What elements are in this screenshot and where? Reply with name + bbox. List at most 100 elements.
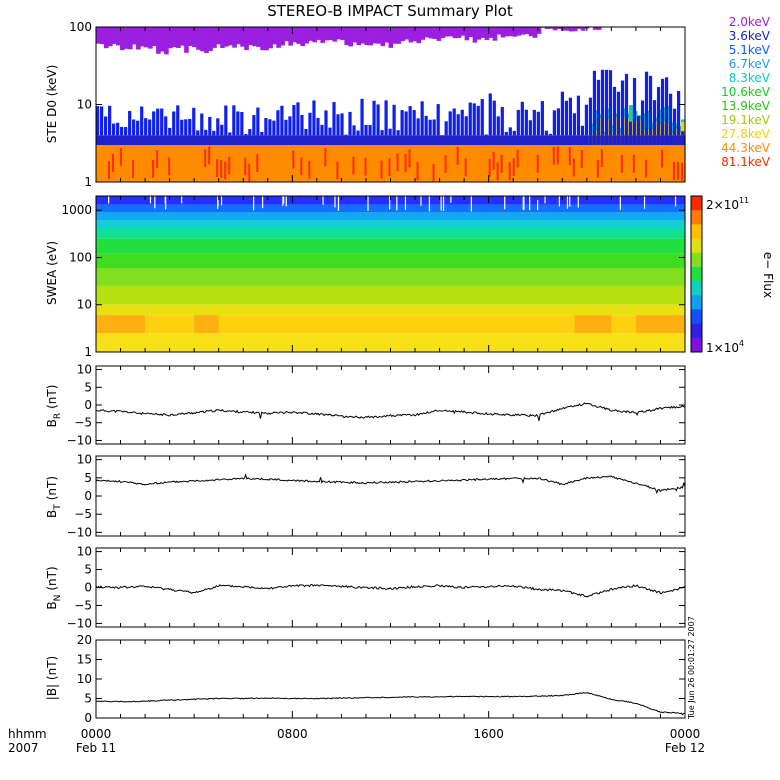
- ste-bar-44keV: [472, 145, 478, 182]
- ste-bar-3keV: [352, 135, 358, 146]
- ste-bar-3keV: [680, 135, 686, 146]
- ste-bar-3keV: [576, 135, 582, 146]
- ste-bar-3keV: [232, 135, 237, 146]
- swea-panel: 1 10 100 1000 SWEA (eV) 2×1011 1×104 e− Flu…: [45, 195, 775, 359]
- ste-bar-5keV: [516, 109, 520, 136]
- ste-bar-2keV: [596, 27, 602, 30]
- legend-entry: 13.9keV: [721, 99, 771, 113]
- ste-bar-3keV: [348, 135, 354, 146]
- y-tick-label: −10: [67, 433, 92, 447]
- swea-gap: [674, 196, 677, 207]
- ste-bar-3keV: [380, 135, 386, 146]
- swea-band: [96, 196, 685, 205]
- ste-bar-5keV: [648, 75, 653, 136]
- bmag-y-axis: 20 15 10 5 0: [77, 633, 685, 725]
- y-tick-label: 10: [77, 363, 92, 377]
- ste-bar-2keV: [112, 27, 117, 44]
- ste-bar-3keV: [656, 135, 662, 146]
- swea-gap: [420, 196, 422, 206]
- bn-y-axis: 10 5 0 −5 −10: [67, 545, 685, 630]
- swea-band: [96, 267, 685, 286]
- ste-bar-3keV: [160, 135, 165, 146]
- ste-bar-44keV: [468, 145, 474, 182]
- time-label: 0800: [277, 727, 308, 741]
- ste-bar-44keV: [412, 145, 418, 182]
- ste-bar-5keV: [344, 134, 348, 136]
- ste-bar-5keV: [576, 95, 581, 136]
- ste-bar-2keV: [240, 27, 245, 47]
- y-tick-label: 0: [84, 398, 92, 412]
- ste-bar-2keV: [312, 27, 317, 43]
- ste-bar-44keV: [588, 145, 594, 182]
- ste-bar-3keV: [668, 135, 674, 146]
- ste-bar-2keV: [544, 27, 550, 29]
- ste-bar-2keV: [428, 27, 434, 39]
- ste-bar-2keV: [400, 27, 406, 41]
- ste-bar-44keV: [240, 145, 245, 182]
- ste-bar-3keV: [100, 135, 105, 146]
- ste-bar-2keV: [248, 27, 253, 46]
- bt-frame: [95, 455, 686, 537]
- ste-bar-5keV: [152, 111, 156, 136]
- ste-bar-2keV: [132, 27, 137, 45]
- ste-bar-2keV: [332, 27, 338, 42]
- colorbar-label: e− Flux: [761, 252, 775, 298]
- ste-spectra: [96, 27, 686, 182]
- colorbar-segment: [691, 210, 702, 225]
- ste-bar-2keV: [536, 27, 542, 34]
- ste-bar-10keV: [628, 105, 634, 122]
- ste-bar-2keV: [224, 27, 229, 47]
- ste-bar-44keV: [232, 145, 237, 182]
- ste-bar-81keV: [300, 157, 303, 176]
- ste-bar-5keV: [212, 130, 216, 136]
- ste-bar-44keV: [416, 145, 422, 182]
- ste-bar-2keV: [188, 27, 193, 46]
- ste-bar-5keV: [196, 130, 200, 136]
- ste-bar-5keV: [304, 128, 308, 136]
- ste-bar-2keV: [308, 27, 313, 41]
- ste-bar-2keV: [364, 27, 370, 46]
- ste-bar-3keV: [216, 135, 221, 146]
- ste-bar-81keV: [500, 154, 503, 173]
- bn-frame: [95, 547, 686, 628]
- colorbar-segment: [691, 252, 702, 268]
- ste-bar-3keV: [452, 135, 458, 146]
- ste-bar-81keV: [488, 158, 491, 177]
- ste-bar-81keV: [292, 150, 295, 169]
- ste-bar-81keV: [600, 149, 603, 168]
- swea-gap: [108, 196, 110, 204]
- ste-bar-81keV: [464, 158, 467, 177]
- ste-bar-81keV: [536, 154, 539, 173]
- ste-bar-81keV: [248, 163, 251, 182]
- ste-bar-3keV: [552, 135, 558, 146]
- ste-bar-44keV: [356, 145, 362, 182]
- ste-bar-44keV: [228, 145, 233, 182]
- ste-bar-44keV: [432, 145, 438, 182]
- ste-bar-2keV: [100, 27, 105, 45]
- y-tick-label: 10: [77, 545, 92, 559]
- ste-bar-3keV: [356, 135, 362, 146]
- ste-bar-44keV: [296, 145, 301, 182]
- br-y-label: BR(nT): [45, 385, 63, 428]
- ste-bar-3keV: [568, 135, 574, 146]
- time-axis-left-bottom: 2007: [8, 741, 39, 755]
- ste-bar-5keV: [592, 70, 597, 136]
- ste-bar-3keV: [404, 135, 410, 146]
- ste-bar-2keV: [252, 27, 257, 47]
- ste-bar-2keV: [388, 27, 394, 48]
- ste-bar-3keV: [604, 135, 610, 146]
- ste-bar-5keV: [564, 100, 569, 136]
- ste-bar-5keV: [504, 131, 508, 136]
- ste-bar-2keV: [216, 27, 221, 45]
- ste-bar-2keV: [196, 27, 201, 50]
- ste-bar-3keV: [564, 135, 570, 146]
- ste-bar-44keV: [260, 145, 265, 182]
- ste-bar-2keV: [576, 27, 582, 29]
- ste-bar-2keV: [564, 27, 570, 31]
- ste-bar-3keV: [248, 135, 253, 146]
- ste-bar-3keV: [264, 135, 269, 146]
- ste-bar-3keV: [336, 135, 342, 146]
- ste-bar-5keV: [356, 130, 360, 136]
- swea-gap: [619, 196, 621, 210]
- ste-bar-5keV: [380, 130, 384, 136]
